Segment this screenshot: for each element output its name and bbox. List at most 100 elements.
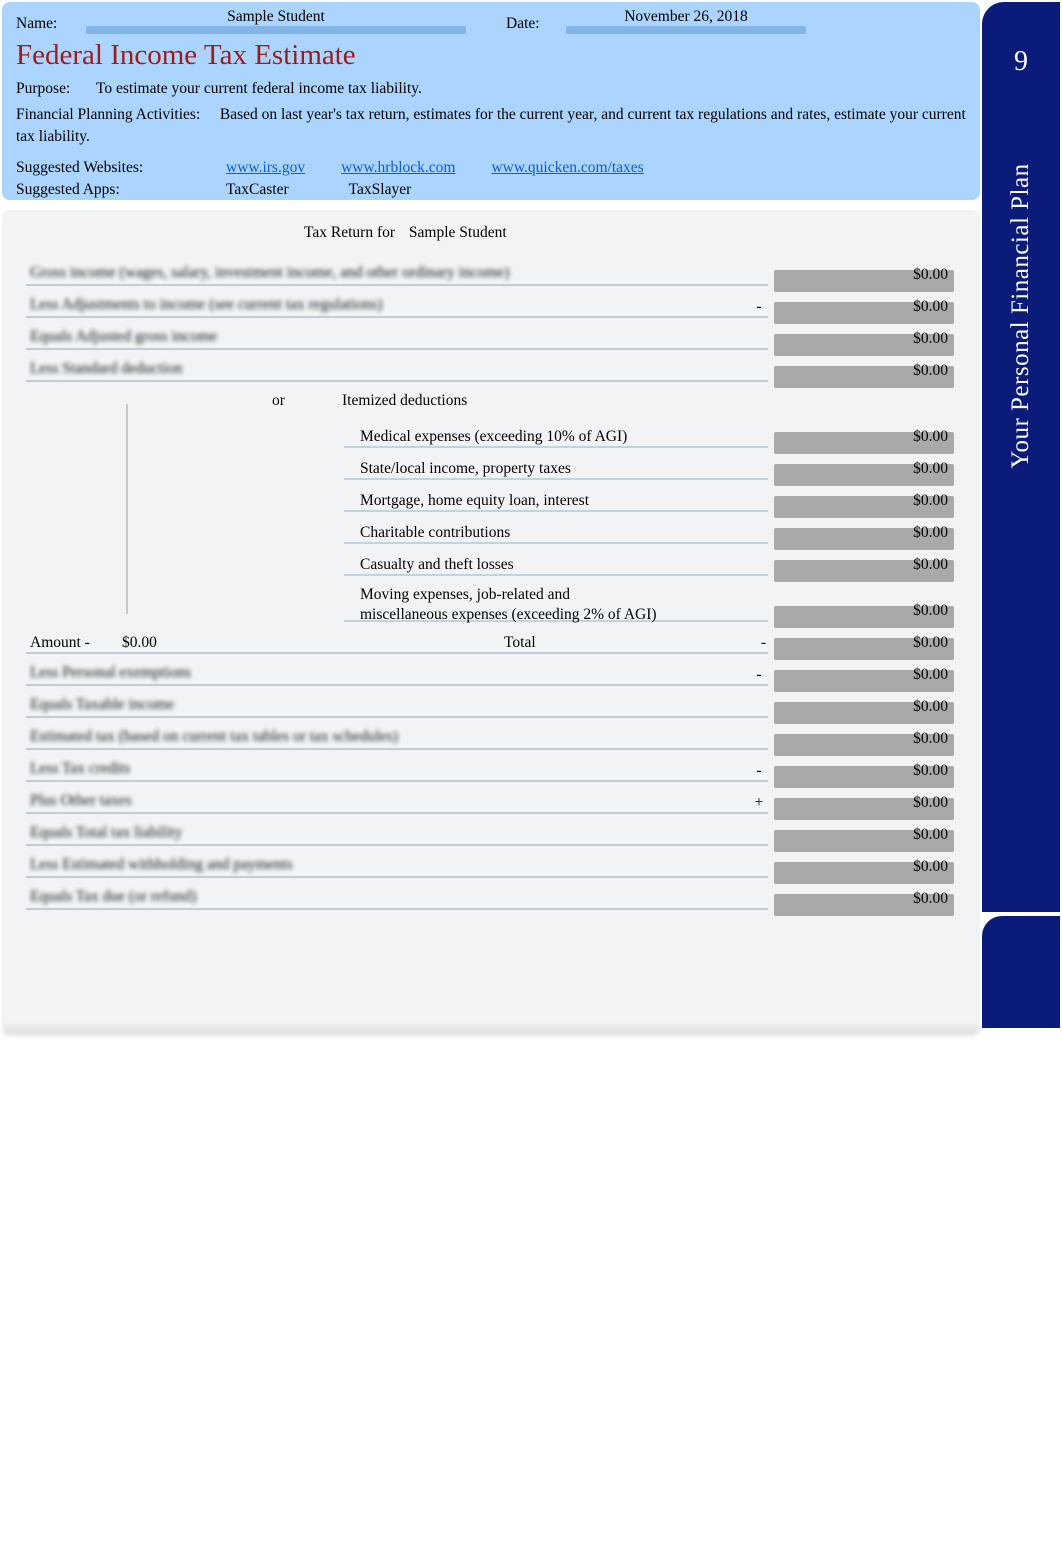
calc-row: Estimated tax (based on current tax tabl… [14, 724, 968, 756]
site-link-3[interactable]: www.quicken.com/taxes [491, 159, 643, 177]
header-panel: Name: Sample Student Date: November 26, … [2, 2, 980, 200]
dotted-line [344, 574, 768, 576]
calc-row-label: Equals Taxable income [30, 696, 174, 714]
calc-row-amount: $0.00 [778, 890, 948, 908]
itemized-rows: Medical expenses (exceeding 10% of AGI) $… [14, 392, 968, 628]
calc-row-op: + [752, 794, 766, 812]
sidebar-lower [982, 916, 1060, 1028]
app-2: TaxSlayer [349, 181, 412, 199]
calc-row-op: - [752, 298, 766, 316]
itemized-row-label: Charitable contributions [360, 524, 510, 542]
worksheet-title: Tax Return for Sample Student [14, 224, 968, 242]
itemized-row: Charitable contributions$0.00 [14, 518, 968, 550]
site-link-2[interactable]: www.hrblock.com [341, 159, 455, 177]
dotted-line [26, 348, 768, 350]
page: Name: Sample Student Date: November 26, … [0, 0, 1062, 1561]
date-underline [566, 26, 806, 34]
calc-row-label: Equals Total tax liability [30, 824, 182, 842]
dotted-line [26, 908, 768, 910]
dotted-line [344, 446, 768, 448]
itemized-row-label: Moving expenses, job-related andmiscella… [360, 585, 657, 624]
calc-row: Less Estimated withholding and payments $… [14, 852, 968, 884]
name-field[interactable]: Sample Student [86, 10, 466, 28]
site-link-1[interactable]: www.irs.gov [226, 159, 305, 177]
calc-row-label: Less Estimated withholding and payments [30, 856, 293, 874]
itemized-row-amount: $0.00 [778, 492, 948, 510]
calc-row-label: Less Adjustments to income (see current … [30, 296, 383, 314]
dotted-line [26, 684, 768, 686]
calc-row: Less Standard deduction $0.00 [14, 356, 968, 388]
fpa-label: Financial Planning Activities: [16, 104, 216, 126]
calc-row-amount: $0.00 [778, 826, 948, 844]
dotted-line [26, 748, 768, 750]
itemized-total-row: Amount - $0.00 Total - $0.00 [14, 628, 968, 660]
calc-row-amount: $0.00 [778, 762, 948, 780]
itemized-total-op: - [761, 634, 766, 652]
calc-row-label: Gross income (wages, salary, investment … [30, 264, 509, 282]
calc-row-label: Equals Adjusted gross income [30, 328, 217, 346]
page-title: Federal Income Tax Estimate [16, 39, 966, 72]
itemized-row-amount: $0.00 [778, 428, 948, 446]
itemized-row: Casualty and theft losses$0.00 [14, 550, 968, 582]
apps-row: Suggested Apps: TaxCaster TaxSlayer [16, 181, 966, 199]
sidebar-upper: 9 Your Personal Financial Plan [982, 2, 1060, 912]
itemized-row: Moving expenses, job-related andmiscella… [14, 582, 968, 628]
dotted-line [26, 316, 768, 318]
dotted-line [26, 380, 768, 382]
itemized-row-label: Mortgage, home equity loan, interest [360, 492, 589, 510]
calc-row-label: Less Tax credits [30, 760, 130, 778]
itemized-row-amount: $0.00 [778, 602, 948, 620]
dotted-line [26, 812, 768, 814]
calc-row-label: Less Standard deduction [30, 360, 182, 378]
date-value: November 26, 2018 [566, 8, 806, 26]
calc-row-amount: $0.00 [778, 698, 948, 716]
dotted-line [344, 542, 768, 544]
itemized-header: Itemized deductions [342, 392, 467, 410]
purpose-row: Purpose: To estimate your current federa… [16, 80, 966, 98]
app-1: TaxCaster [226, 181, 289, 199]
calc-row-label: Plus Other taxes [30, 792, 132, 810]
calc-row-amount: $0.00 [778, 298, 948, 316]
dotted-line [344, 478, 768, 480]
sites-row: Suggested Websites: www.irs.gov www.hrbl… [16, 159, 966, 177]
calc-row-label: Less Personal exemptions [30, 664, 191, 682]
dotted-line [26, 780, 768, 782]
fpa-row: Financial Planning Activities: Based on … [16, 104, 966, 149]
sheet-number: 9 [982, 46, 1060, 78]
dotted-line [26, 876, 768, 878]
itemized-row: State/local income, property taxes $0.00 [14, 454, 968, 486]
calc-row-op: - [752, 666, 766, 684]
calc-row-amount: $0.00 [778, 794, 948, 812]
itemized-total-label: Total [504, 634, 536, 652]
calc-row: Equals Tax due (or refund) $0.00 [14, 884, 968, 916]
worksheet-panel: Tax Return for Sample Student Gross inco… [2, 210, 980, 1030]
worksheet-title-prefix: Tax Return for [304, 224, 395, 241]
calc-row: Less Tax credits-$0.00 [14, 756, 968, 788]
itemized-row-amount: $0.00 [778, 460, 948, 478]
dotted-line [26, 284, 768, 286]
date-field[interactable]: November 26, 2018 [566, 10, 806, 28]
calc-row: Equals Taxable income $0.00 [14, 692, 968, 724]
calc-row: Gross income (wages, salary, investment … [14, 260, 968, 292]
apps-label: Suggested Apps: [16, 181, 226, 199]
itemized-block: or Itemized deductions Medical expenses … [14, 392, 968, 660]
name-date-row: Name: Sample Student Date: November 26, … [16, 10, 966, 33]
calc-row-amount: $0.00 [778, 330, 948, 348]
left-amount-value: $0.00 [122, 634, 157, 652]
itemized-row-label: Medical expenses (exceeding 10% of AGI) [360, 428, 627, 446]
calc-row: Equals Adjusted gross income $0.00 [14, 324, 968, 356]
calc-row-label: Estimated tax (based on current tax tabl… [30, 728, 398, 746]
itemized-row-label: State/local income, property taxes [360, 460, 571, 478]
calc-row-amount: $0.00 [778, 858, 948, 876]
calc-row-amount: $0.00 [778, 362, 948, 380]
dotted-line [344, 510, 768, 512]
name-value: Sample Student [86, 8, 466, 26]
calc-row: Less Adjustments to income (see current … [14, 292, 968, 324]
calc-row: Less Personal exemptions -$0.00 [14, 660, 968, 692]
calc-row-amount: $0.00 [778, 730, 948, 748]
calc-row-amount: $0.00 [778, 666, 948, 684]
itemized-row-label: Casualty and theft losses [360, 556, 514, 574]
name-label: Name: [16, 15, 86, 33]
sidebar: 9 Your Personal Financial Plan [982, 2, 1060, 1030]
calc-row-label: Equals Tax due (or refund) [30, 888, 197, 906]
